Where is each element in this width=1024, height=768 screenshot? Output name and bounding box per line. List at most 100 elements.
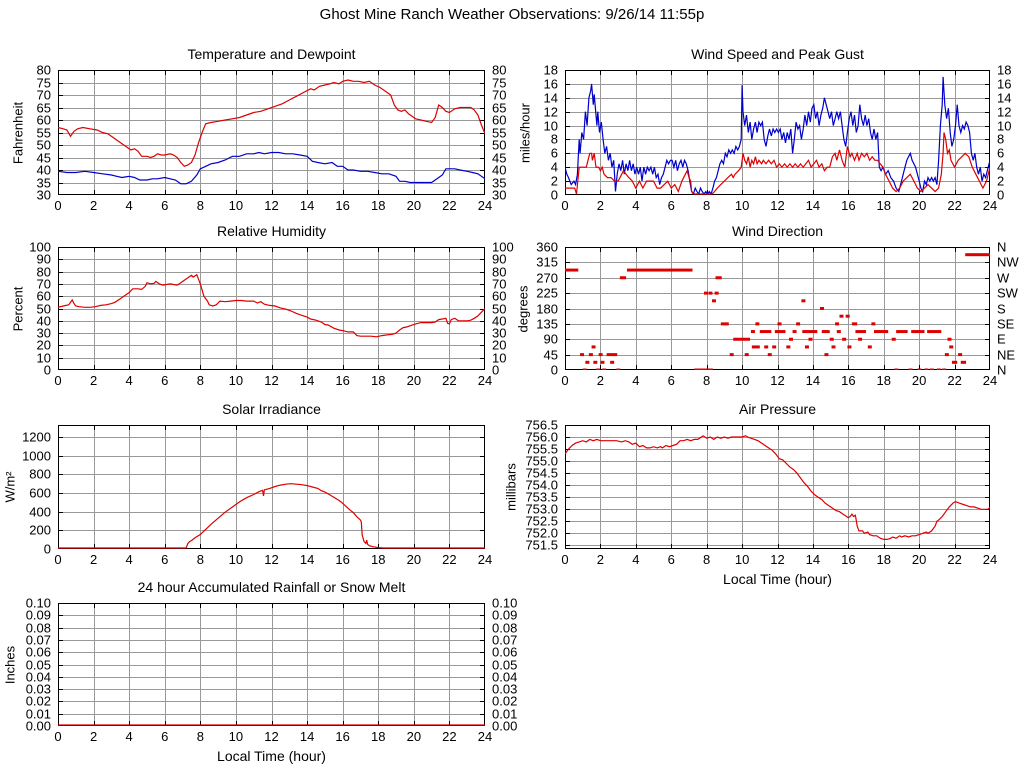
y-axis-label: degrees: [515, 285, 531, 332]
tick-label: 24: [982, 373, 998, 388]
tick-label: 10: [36, 350, 51, 366]
tick-label: 0.01: [492, 706, 518, 722]
tick-label: 100: [492, 239, 514, 255]
tick-label: 4: [632, 552, 640, 567]
tick-label: 14: [805, 552, 821, 567]
tick-label: 270: [536, 270, 558, 286]
tick-label: 24: [982, 552, 998, 567]
tick-label: 0.06: [25, 644, 51, 660]
tick-label: 50: [492, 137, 507, 153]
tick-label: 30: [36, 325, 51, 341]
tick-label: 14: [299, 552, 315, 567]
tick-label: 16: [841, 552, 856, 567]
tick-label: 1200: [22, 429, 51, 445]
tick-label: 10: [734, 198, 750, 213]
tick-label: 0.03: [25, 681, 51, 697]
tick-label: 8: [550, 131, 558, 147]
tick-label: 8: [703, 552, 711, 567]
tick-label: 315: [536, 254, 558, 270]
tick-label: 600: [29, 485, 51, 501]
tick-label: 75: [492, 75, 507, 90]
tick-label: 12: [770, 198, 785, 213]
plot-area: [57, 247, 486, 371]
tick-label: 16: [841, 198, 856, 213]
tick-label: 756.0: [525, 429, 558, 445]
chart-relative-humidity: Relative Humidity Percent 0 2 4 6 8 10 12 14 16 1…: [11, 223, 514, 387]
tick-label: 14: [299, 373, 315, 388]
tick-label: 14: [805, 198, 821, 213]
tick-label: 100: [29, 239, 51, 255]
tick-label: 16: [543, 76, 558, 92]
tick-label: 225: [536, 285, 558, 301]
chart-title: Wind Speed and Peak Gust: [691, 46, 864, 62]
tick-label: 0.10: [25, 595, 51, 611]
tick-label: 360: [536, 239, 558, 255]
y-axis-label: W/m²: [2, 471, 18, 503]
tick-label: 20: [911, 198, 927, 213]
tick-label: 18: [997, 62, 1012, 78]
tick-label: 0: [492, 362, 500, 378]
chart-title: Wind Direction: [731, 223, 824, 239]
plot-area: [57, 70, 486, 196]
chart-title: Solar Irradiance: [222, 401, 321, 417]
tick-label: SW: [997, 285, 1018, 301]
tick-label: 20: [492, 337, 507, 353]
tick-label: 135: [536, 316, 558, 332]
tick-label: W: [997, 270, 1010, 286]
tick-label: 2: [89, 552, 98, 567]
tick-label: 90: [543, 331, 558, 347]
tick-label: 8: [196, 373, 204, 388]
tick-label: 40: [492, 313, 507, 329]
x-axis-label: Local Time (hour): [723, 571, 832, 587]
tick-label: 4: [550, 159, 558, 175]
tick-label: 0: [54, 373, 62, 388]
tick-label: 12: [264, 729, 279, 744]
tick-label: 200: [29, 522, 51, 538]
tick-label: 8: [703, 373, 711, 388]
tick-label: 752.5: [525, 513, 558, 529]
tick-label: 2: [997, 173, 1005, 189]
tick-label: 80: [36, 62, 51, 78]
tick-label: 10: [734, 552, 750, 567]
tick-label: 60: [36, 112, 51, 128]
tick-label: 0.09: [492, 607, 518, 623]
tick-label: E: [997, 331, 1006, 347]
tick-label: 0.08: [492, 620, 518, 636]
tick-label: 10: [228, 552, 244, 567]
tick-label: 180: [536, 301, 558, 316]
tick-label: 2: [89, 729, 98, 744]
tick-label: 8: [196, 198, 204, 213]
tick-label: 0.04: [492, 669, 518, 685]
tick-label: 10: [997, 118, 1012, 134]
tick-label: 10: [543, 118, 558, 134]
x-axis-label: Local Time (hour): [217, 748, 326, 764]
tick-label: 0.00: [492, 718, 518, 734]
tick-label: 800: [29, 466, 51, 482]
tick-label: 60: [492, 112, 507, 128]
tick-label: 754.5: [525, 465, 558, 481]
tick-label: 20: [406, 198, 422, 213]
chart-title: 24 hour Accumulated Rainfall or Snow Mel…: [137, 579, 406, 595]
tick-label: 22: [947, 552, 962, 567]
tick-label: 6: [161, 198, 169, 213]
tick-label: 2: [596, 373, 605, 388]
tick-label: 0: [550, 187, 558, 203]
chart-wind-direction: Wind Direction degrees 0 2 4 6 8 10 12 14 16 18 20…: [516, 223, 1019, 387]
tick-label: 80: [492, 264, 507, 280]
tick-label: NW: [997, 254, 1019, 270]
tick-label: 70: [492, 87, 507, 103]
tick-label: 12: [264, 552, 279, 567]
tick-label: 20: [36, 337, 51, 353]
tick-label: 70: [36, 87, 51, 103]
tick-label: 400: [29, 504, 51, 520]
tick-label: 753.5: [525, 489, 558, 505]
tick-label: 6: [997, 145, 1005, 161]
tick-label: 22: [442, 552, 457, 567]
tick-label: 6: [667, 552, 675, 567]
chart-rainfall: 24 hour Accumulated Rainfall or Snow Mel…: [3, 579, 518, 764]
plot-area: [564, 425, 991, 549]
tick-label: 4: [632, 198, 640, 213]
tick-label: 40: [36, 313, 51, 329]
tick-label: 0.00: [25, 718, 51, 734]
